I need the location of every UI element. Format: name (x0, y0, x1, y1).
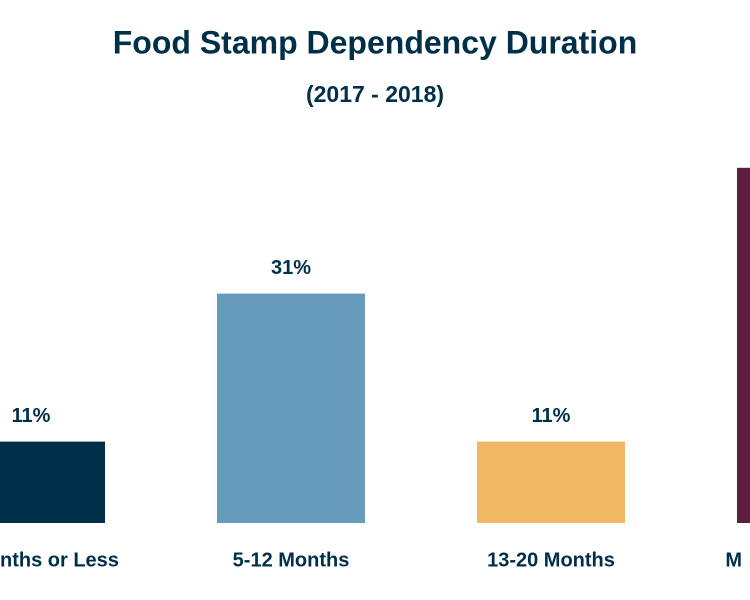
bar (737, 167, 750, 524)
x-tick-label: M (725, 549, 742, 571)
x-tick-label: 5-12 Months (233, 549, 350, 571)
data-label: 31% (271, 257, 311, 279)
x-tick-label: 13-20 Months (487, 549, 615, 571)
bar (217, 293, 365, 523)
chart-subtitle: (2017 - 2018) (306, 81, 444, 107)
bar (477, 441, 625, 523)
data-label: 11% (532, 405, 571, 427)
data-label: 11% (12, 405, 51, 427)
chart-title: Food Stamp Dependency Duration (113, 24, 637, 60)
bar (0, 441, 105, 523)
x-tick-label: nths or Less (0, 549, 119, 571)
